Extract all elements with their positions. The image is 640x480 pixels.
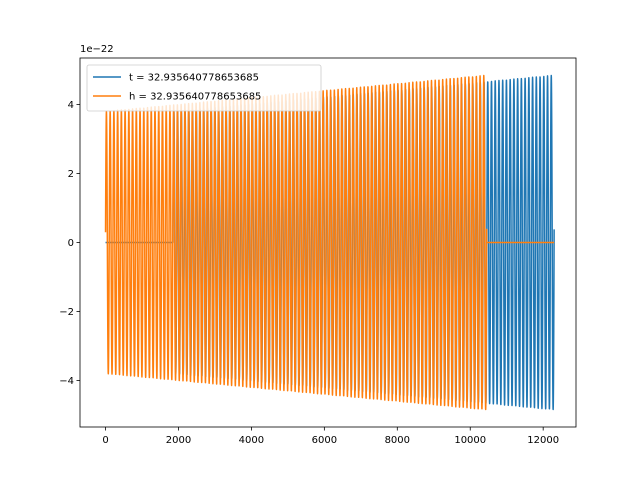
x-tick-label: 8000: [385, 435, 410, 446]
x-tick-label: 4000: [239, 435, 264, 446]
y-tick-label: 4: [68, 100, 74, 111]
x-tick-label: 10000: [454, 435, 486, 446]
series-line-1: [104, 74, 555, 411]
y-tick-label: −4: [59, 376, 74, 387]
legend-entry-0: t = 32.935640778653685: [129, 73, 259, 84]
x-tick-label: 12000: [527, 435, 559, 446]
axes-layer: 0 2000 4000 6000 8000 10000 12000 −4 −2 0 2 4: [59, 57, 577, 446]
legend: t = 32.935640778653685 h = 32.93564077865…: [86, 64, 322, 112]
y-tick-label: −2: [59, 307, 74, 318]
legend-box: [86, 64, 322, 112]
y-tick-label: 2: [68, 169, 74, 180]
series-layer: [104, 74, 555, 411]
legend-entry-1: h = 32.935640778653685: [129, 92, 261, 103]
x-tick-label: 2000: [166, 435, 191, 446]
x-tick-label: 6000: [312, 435, 337, 446]
y-tick-label: 0: [68, 238, 74, 249]
y-offset-label: 1e−22: [80, 44, 114, 55]
x-tick-label: 0: [102, 435, 108, 446]
